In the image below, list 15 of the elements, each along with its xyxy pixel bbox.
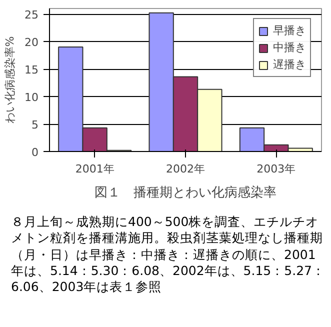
text: ８月上旬～成熟期に400～500株を調査、エチルチオメトン粒剤を播種溝施用。殺虫剤茎葉処理なし播種期（月・日）は早播き：中播き：遅播きの順に、2001年は、5.14：5.30：6.08、2002年は、5.15：5.27：6.06、2003年は表１参照 <box>11 214 325 296</box>
legend-label: 中播き <box>273 40 306 55</box>
y-tick-label: 0 <box>32 146 38 159</box>
y-tick-label: 20 <box>24 36 39 49</box>
y-tick-label: 15 <box>24 64 39 76</box>
y-tick-label: 25 <box>24 8 39 22</box>
legend-label: 遅播き <box>273 57 306 72</box>
text: 図１ 播種期とわい化病感染率 <box>94 184 276 200</box>
legend-label: 早播き <box>273 23 306 38</box>
x-tick-label: 2001年 <box>75 162 114 176</box>
x-tick-label: 2002年 <box>166 162 206 176</box>
x-tick-label: 2003年 <box>256 162 296 176</box>
y-tick-label: 10 <box>24 91 39 104</box>
y-axis-title: わい化病感染率% <box>4 36 17 124</box>
y-tick-label: 5 <box>32 118 38 132</box>
